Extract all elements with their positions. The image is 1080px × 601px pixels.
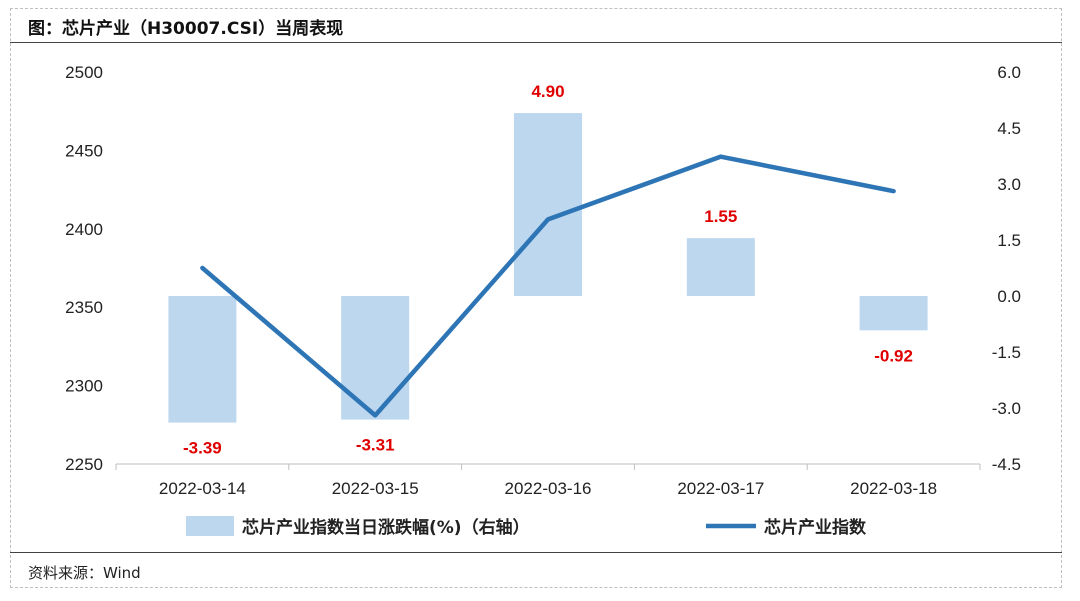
x-axis-tick-label: 2022-03-14 [159,479,246,498]
legend-bar-swatch [186,516,234,536]
bar [859,296,928,331]
title-divider [10,42,1062,43]
bar [341,296,410,420]
right-axis-tick-label: 6.0 [997,63,1021,82]
bar-data-label: 1.55 [704,207,737,226]
bar-data-label: -3.39 [183,439,222,458]
right-axis-tick-label: 4.5 [997,119,1021,138]
right-axis-tick-label: -1.5 [992,343,1021,362]
figure-title: 图：芯片产业（H30007.CSI）当周表现 [28,19,344,39]
x-axis-tick-label: 2022-03-17 [677,479,764,498]
bar-data-label: -0.92 [874,346,913,365]
right-axis-tick-label: -4.5 [992,455,1021,474]
bar [168,296,237,423]
x-axis-tick-label: 2022-03-16 [505,479,592,498]
bar-data-label: -3.31 [356,436,395,455]
left-axis-tick-label: 2250 [65,455,103,474]
bar-data-label: 4.90 [531,82,564,101]
right-axis-tick-label: 0.0 [997,287,1021,306]
source-note: 资料来源：Wind [28,564,141,582]
legend-line-label: 芯片产业指数 [764,517,867,538]
left-axis-tick-label: 2350 [65,298,103,317]
figure-frame [10,8,1062,588]
right-axis-tick-label: 3.0 [997,175,1021,194]
right-axis-tick-label: 1.5 [997,231,1021,250]
bar [514,113,582,296]
left-axis-tick-label: 2450 [65,141,103,160]
source-divider [10,552,1062,553]
x-axis-tick-label: 2022-03-18 [850,479,937,498]
bar [686,238,755,296]
left-axis-tick-label: 2500 [65,63,103,82]
legend-bar-label: 芯片产业指数当日涨跌幅(%)（右轴） [242,517,530,538]
left-axis-tick-label: 2300 [65,377,103,396]
left-axis-tick-label: 2400 [65,220,103,239]
right-axis-tick-label: -3.0 [992,399,1021,418]
x-axis-tick-label: 2022-03-15 [332,479,419,498]
